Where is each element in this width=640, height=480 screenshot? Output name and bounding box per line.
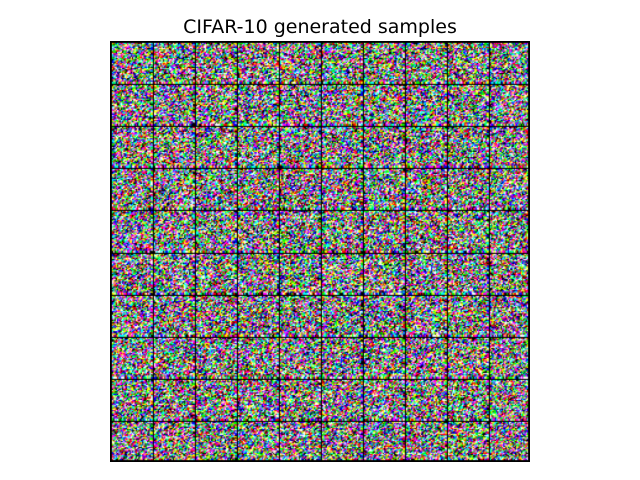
figure-title: CIFAR-10 generated samples	[183, 16, 457, 38]
samples-image-grid	[110, 41, 530, 462]
